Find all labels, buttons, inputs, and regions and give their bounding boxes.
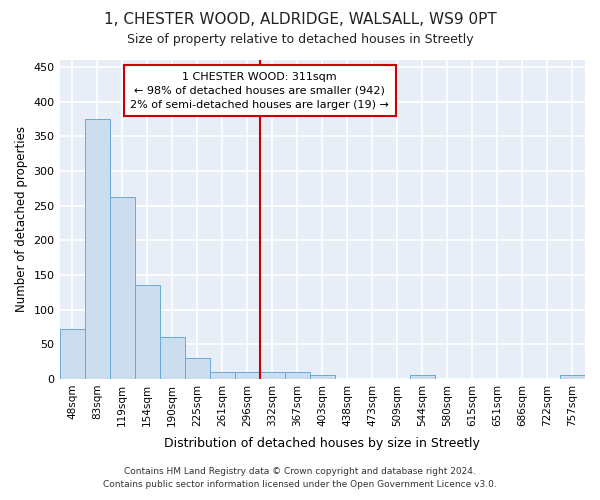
Bar <box>260 372 285 379</box>
Bar <box>85 119 110 379</box>
Bar <box>59 329 85 379</box>
X-axis label: Distribution of detached houses by size in Streetly: Distribution of detached houses by size … <box>164 437 480 450</box>
Bar <box>209 372 235 379</box>
Bar <box>110 198 134 379</box>
Text: Contains HM Land Registry data © Crown copyright and database right 2024.
Contai: Contains HM Land Registry data © Crown c… <box>103 467 497 489</box>
Text: 1 CHESTER WOOD: 311sqm
← 98% of detached houses are smaller (942)
2% of semi-det: 1 CHESTER WOOD: 311sqm ← 98% of detached… <box>130 72 389 110</box>
Bar <box>285 372 310 379</box>
Bar <box>235 372 260 379</box>
Text: 1, CHESTER WOOD, ALDRIDGE, WALSALL, WS9 0PT: 1, CHESTER WOOD, ALDRIDGE, WALSALL, WS9 … <box>104 12 496 28</box>
Bar <box>560 376 585 379</box>
Bar <box>134 284 160 379</box>
Y-axis label: Number of detached properties: Number of detached properties <box>15 126 28 312</box>
Bar <box>310 376 335 379</box>
Bar <box>410 376 435 379</box>
Bar <box>160 338 185 379</box>
Bar <box>185 358 209 379</box>
Text: Size of property relative to detached houses in Streetly: Size of property relative to detached ho… <box>127 32 473 46</box>
